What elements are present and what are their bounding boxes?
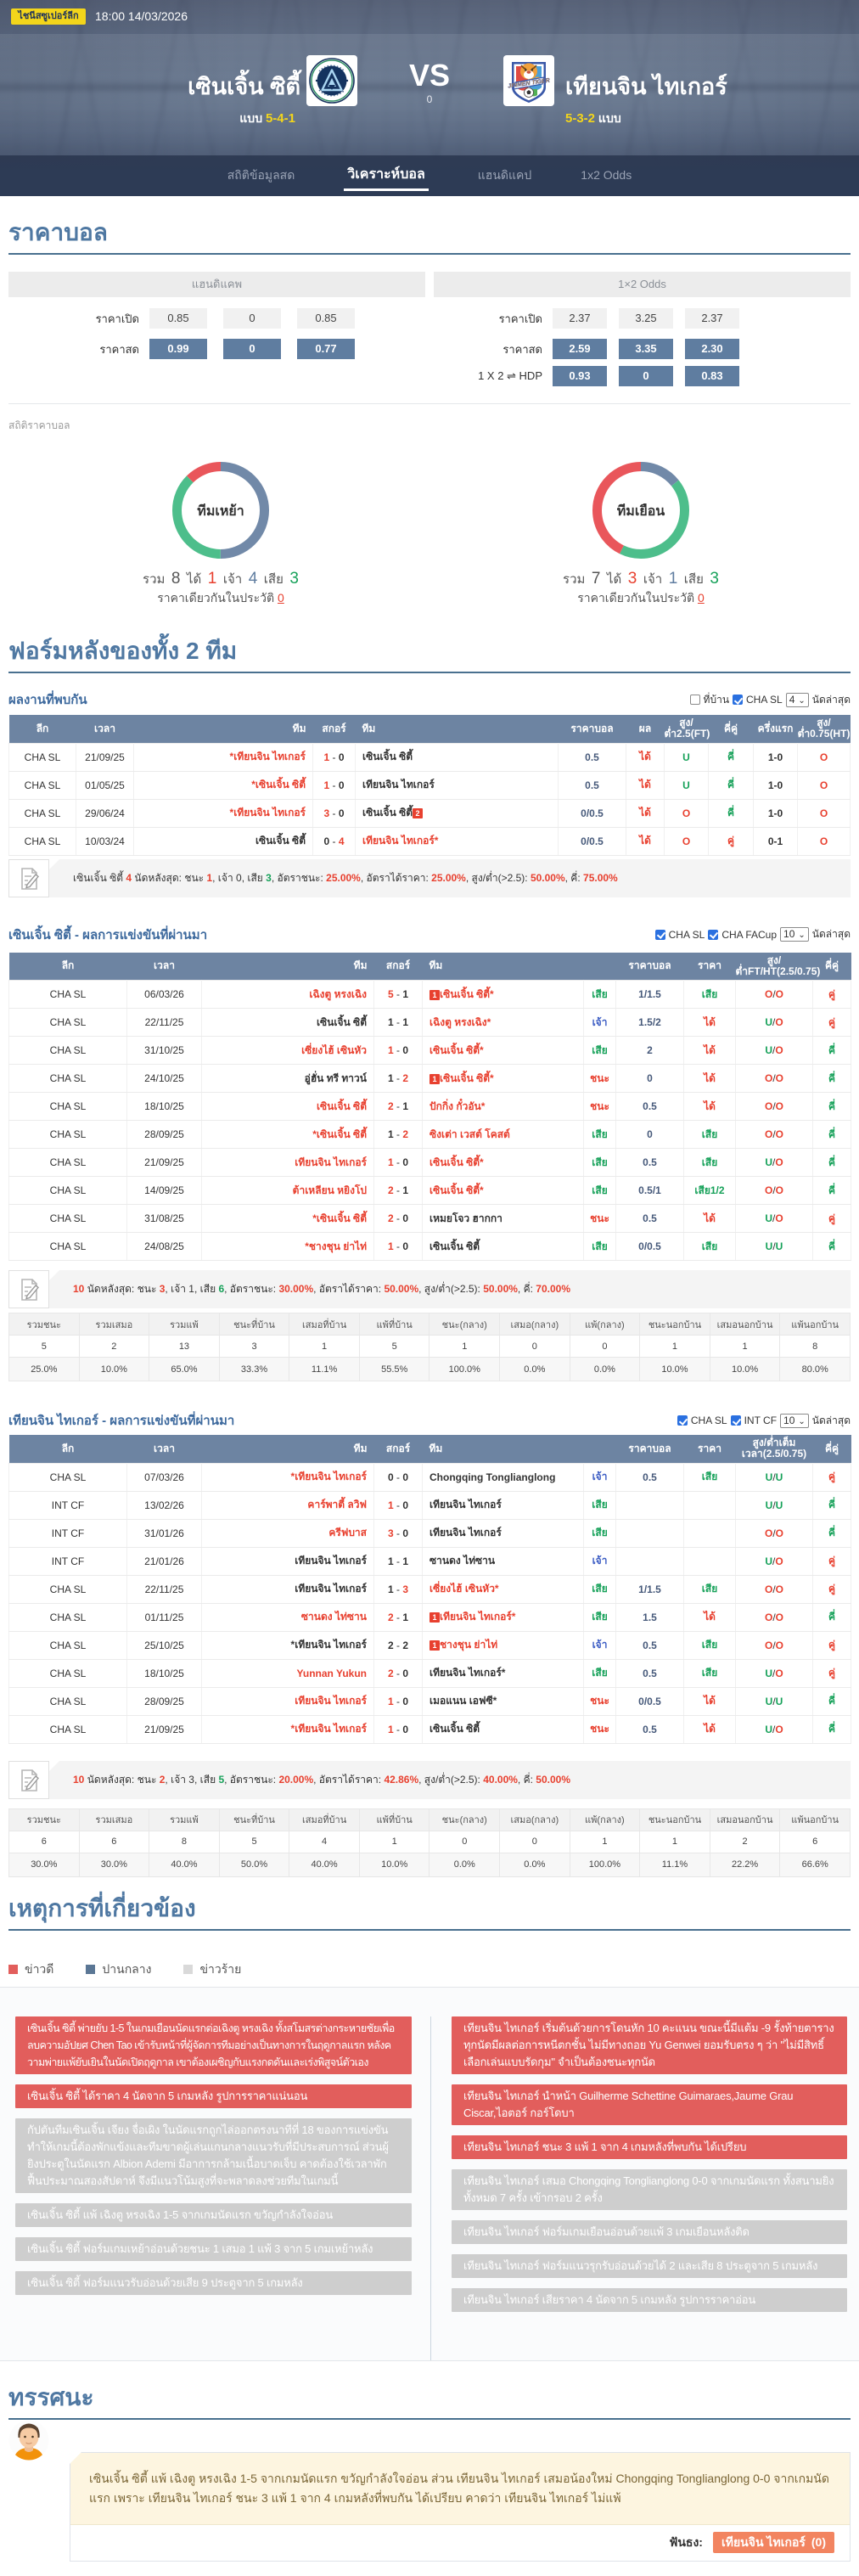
svg-text:ทีมเหย้า: ทีมเหย้า bbox=[197, 503, 244, 519]
svg-text:ทีมเยือน: ทีมเยือน bbox=[617, 503, 665, 519]
